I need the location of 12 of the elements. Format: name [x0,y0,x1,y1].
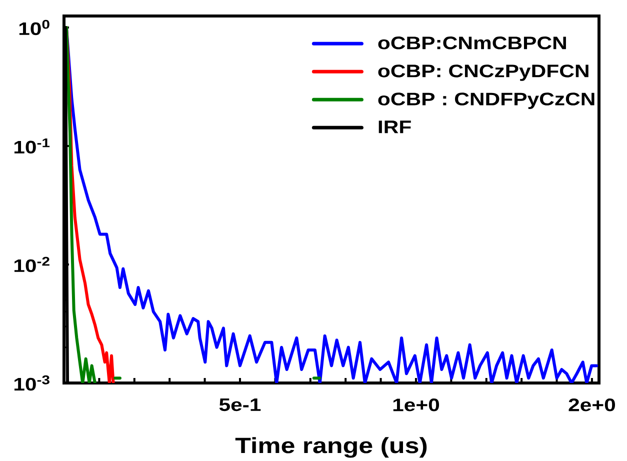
y-tick-label: 10$^{-3}$ [14,375,50,391]
legend-label: IRF [378,120,411,134]
legend-label: oCBP: CNCzPyDFCN [378,64,588,81]
y-tick-label: 10$^{0}$ [19,20,50,36]
legend-label: oCBP : CNDFPyCzCN [378,92,594,109]
y-tick-label: 10$^{-1}$ [14,138,50,154]
x-tick-label: 1e+0 [393,398,440,412]
x-tick-label: 5e-1 [219,398,261,412]
y-tick-label: 10$^{-2}$ [14,256,50,272]
x-tick-label: 2e+0 [568,398,616,412]
x-axis-title: Time range (us) [235,437,427,458]
legend-label: oCBP:CNmCBPCN [378,36,566,50]
